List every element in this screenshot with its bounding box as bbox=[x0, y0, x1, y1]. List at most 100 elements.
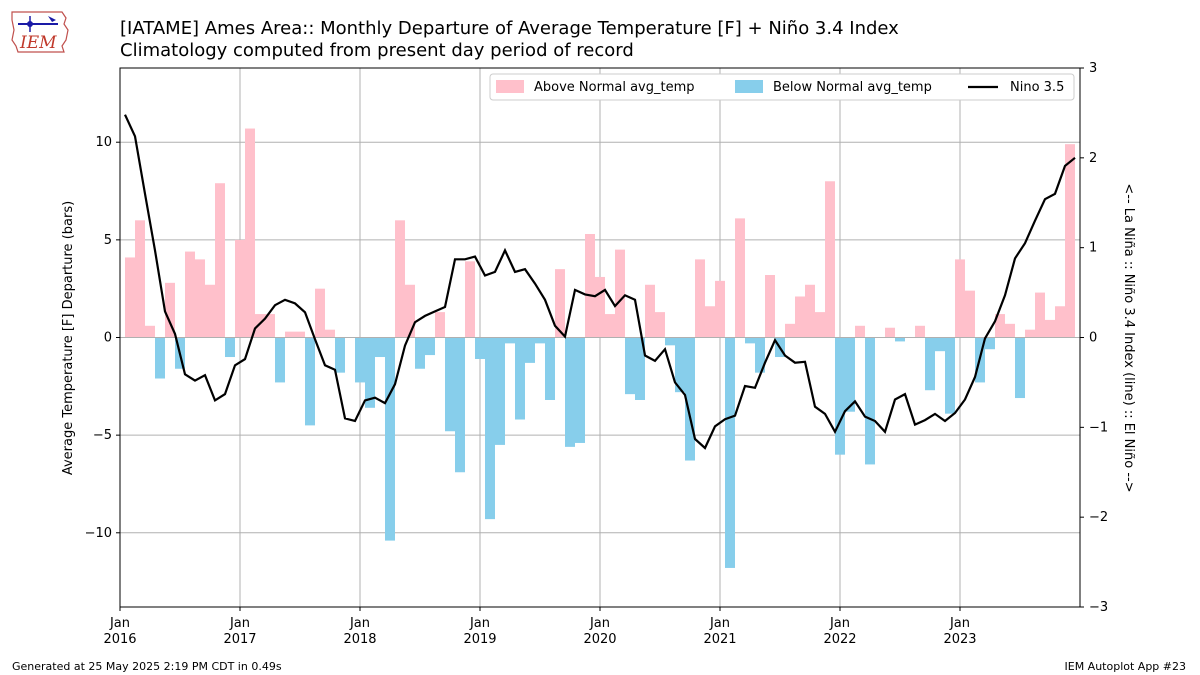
footer-generated: Generated at 25 May 2025 2:19 PM CDT in … bbox=[12, 660, 282, 673]
bar bbox=[415, 337, 425, 369]
bar bbox=[525, 337, 535, 363]
bar bbox=[255, 314, 265, 338]
y2-tick-label: 3 bbox=[1089, 61, 1097, 76]
nino-line bbox=[124, 114, 1076, 450]
bar bbox=[385, 337, 395, 541]
bar bbox=[985, 337, 995, 350]
x-tick-year: 2017 bbox=[223, 632, 256, 647]
bar bbox=[515, 337, 525, 420]
y-tick-label: 5 bbox=[104, 233, 112, 248]
x-tick-year: 2018 bbox=[343, 632, 376, 647]
x-tick-month: Jan bbox=[949, 616, 970, 631]
bar bbox=[365, 337, 375, 408]
bar bbox=[615, 249, 625, 338]
y-tick-label: 10 bbox=[95, 135, 112, 150]
bar bbox=[405, 284, 415, 338]
x-tick-month: Jan bbox=[589, 616, 610, 631]
y2-tick-label: 0 bbox=[1089, 331, 1097, 346]
bar bbox=[935, 337, 945, 352]
bar bbox=[225, 337, 235, 358]
y2-tick-label: −3 bbox=[1089, 600, 1108, 615]
x-tick-month: Jan bbox=[469, 616, 490, 631]
y-tick-label: −10 bbox=[85, 526, 112, 541]
bar bbox=[445, 337, 455, 432]
x-tick-month: Jan bbox=[829, 616, 850, 631]
y2-tick-label: −2 bbox=[1089, 510, 1108, 525]
bar bbox=[325, 329, 335, 338]
bar bbox=[335, 337, 345, 373]
bar bbox=[695, 259, 705, 338]
y-tick-label: 0 bbox=[104, 331, 112, 346]
bar bbox=[375, 337, 385, 358]
bar bbox=[1035, 292, 1045, 338]
bar bbox=[855, 325, 865, 338]
bar bbox=[1005, 323, 1015, 338]
bar bbox=[825, 181, 835, 338]
bar bbox=[165, 282, 175, 338]
bar bbox=[435, 312, 445, 338]
x-tick-month: Jan bbox=[229, 616, 250, 631]
bar bbox=[565, 337, 575, 447]
bar bbox=[665, 337, 675, 346]
bar bbox=[655, 312, 665, 338]
chart-subtitle: Climatology computed from present day pe… bbox=[120, 40, 634, 61]
bar bbox=[1055, 306, 1065, 338]
bar bbox=[805, 284, 815, 338]
bar bbox=[885, 327, 895, 338]
bar bbox=[815, 312, 825, 338]
y-axis-left: −10 −5 0 5 10 bbox=[85, 135, 120, 541]
bar bbox=[355, 337, 365, 383]
bar bbox=[635, 337, 645, 400]
legend-label-below: Below Normal avg_temp bbox=[773, 80, 932, 95]
bar bbox=[585, 233, 595, 338]
bar bbox=[735, 218, 745, 338]
y2-tick-label: −1 bbox=[1089, 420, 1108, 435]
y-tick-label: −5 bbox=[93, 428, 112, 443]
bar bbox=[795, 296, 805, 338]
bar bbox=[835, 337, 845, 455]
bar bbox=[575, 337, 585, 443]
logo-text: IEM bbox=[19, 33, 57, 53]
bar bbox=[925, 337, 935, 391]
bar bbox=[495, 337, 505, 445]
legend-label-above: Above Normal avg_temp bbox=[534, 80, 695, 95]
bar bbox=[455, 337, 465, 473]
x-tick-month: Jan bbox=[349, 616, 370, 631]
bar bbox=[755, 337, 765, 373]
bar bbox=[595, 276, 605, 338]
bar bbox=[915, 325, 925, 338]
y2-tick-label: 1 bbox=[1089, 241, 1097, 256]
x-tick-month: Jan bbox=[709, 616, 730, 631]
bar bbox=[1065, 144, 1075, 338]
legend-box bbox=[489, 73, 1075, 101]
bar bbox=[125, 257, 135, 338]
bar bbox=[675, 337, 685, 393]
y2-tick-label: 2 bbox=[1089, 151, 1097, 166]
bar bbox=[305, 337, 315, 426]
y-axis-label: Average Temperature [F] Departure (bars) bbox=[61, 201, 76, 475]
x-tick-year: 2020 bbox=[583, 632, 616, 647]
bar bbox=[1015, 337, 1025, 399]
x-tick-year: 2019 bbox=[463, 632, 496, 647]
x-tick-year: 2022 bbox=[823, 632, 856, 647]
bar bbox=[765, 275, 775, 338]
bar bbox=[965, 290, 975, 338]
bar bbox=[195, 259, 205, 338]
bar bbox=[395, 220, 405, 338]
bar bbox=[645, 284, 655, 338]
footer-app: IEM Autoplot App #23 bbox=[1064, 660, 1187, 673]
x-tick-month: Jan bbox=[109, 616, 130, 631]
bar bbox=[265, 314, 275, 338]
bar bbox=[725, 337, 735, 568]
iem-logo: IEM bbox=[11, 11, 69, 53]
y2-axis-label: <-- La Niña :: Niño 3.4 Index (line) :: … bbox=[1121, 183, 1136, 492]
bar bbox=[535, 337, 545, 344]
bar bbox=[485, 337, 495, 520]
bar bbox=[135, 220, 145, 338]
bar bbox=[295, 331, 305, 338]
bar bbox=[605, 314, 615, 338]
bar bbox=[145, 325, 155, 338]
bar bbox=[865, 337, 875, 465]
bar bbox=[275, 337, 285, 383]
